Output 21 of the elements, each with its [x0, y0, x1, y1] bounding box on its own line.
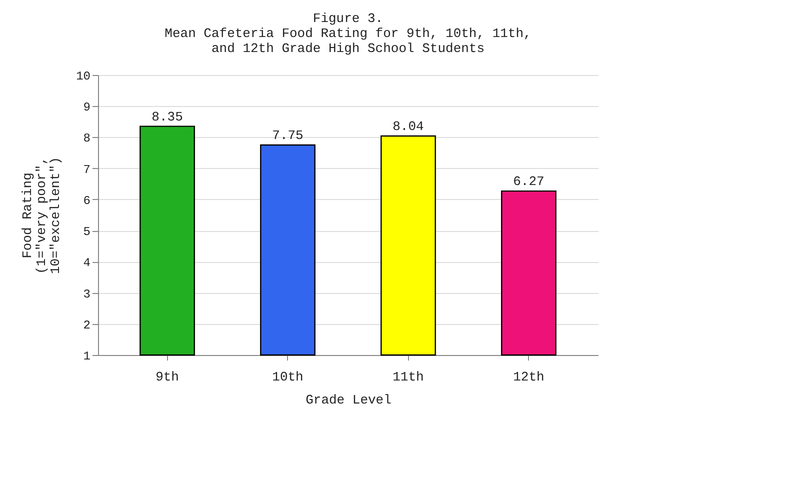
y-tick-label: 6	[83, 194, 90, 208]
y-tick-label: 1	[83, 350, 90, 364]
chart-title: Figure 3. Mean Cafeteria Food Rating for 9th, 10th, 11th, and 12th Grade High School Students	[164, 11, 532, 56]
x-axis-title: Grade Level	[306, 392, 392, 408]
x-tick-label: 9th	[156, 370, 179, 384]
y-tick-label: 3	[83, 287, 90, 302]
x-tick-label: 10th	[272, 370, 304, 384]
y-tick-label: 8	[83, 132, 90, 146]
data-label: 8.04	[392, 118, 424, 134]
y-tick-label: 4	[83, 256, 90, 270]
y-axis-title: Food Rating (1="very poor", 10="excellent")	[20, 156, 64, 274]
data-label: 8.35	[152, 109, 183, 124]
y-tick-label: 7	[83, 162, 90, 177]
y-tick-label: 5	[83, 225, 90, 240]
y-tick-label: 10	[76, 70, 90, 84]
data-label: 7.75	[272, 128, 304, 143]
data-label: 6.27	[513, 174, 544, 190]
y-tick-label: 2	[83, 318, 90, 332]
x-tick-label: 11th	[392, 370, 424, 384]
y-tick-label: 9	[83, 100, 90, 115]
x-tick-label: 12th	[513, 370, 544, 384]
